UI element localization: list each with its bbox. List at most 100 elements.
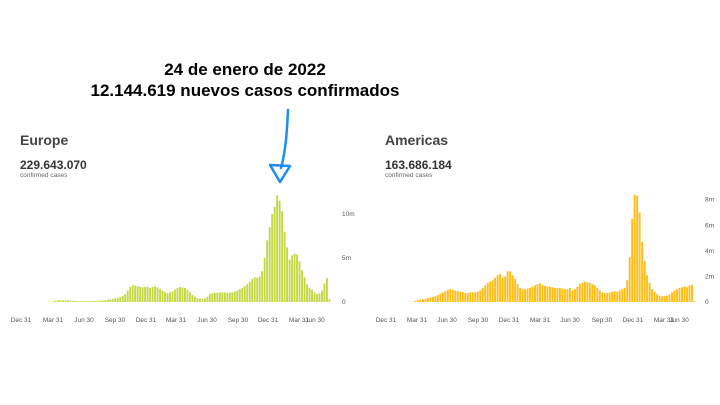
europe-bar [159,288,161,302]
americas-bar [683,286,686,302]
americas-bar [434,296,437,302]
americas-bar [496,275,499,302]
europe-bar [126,290,129,302]
americas-bar [536,284,539,302]
americas-bar [618,290,621,302]
americas-bar [534,285,536,302]
americas-bar [638,212,641,302]
europe-bar [316,294,318,302]
europe-bar [141,287,144,302]
europe-bar [154,286,157,302]
americas-bar [446,289,449,302]
europe-x-tick-label: Mar 31 [289,317,310,324]
americas-bar [526,288,529,302]
americas-bar [691,284,693,302]
americas-x-tick-label: Mar 31 [530,317,551,324]
americas-bar [459,291,462,302]
americas-bar [419,299,422,302]
europe-bar [328,299,331,302]
americas-bar [621,289,624,302]
americas-bar [636,195,639,302]
europe-bar [179,287,181,302]
americas-bar [479,290,482,302]
europe-bar [218,292,221,302]
americas-bar [686,287,688,302]
europe-bar [171,291,174,302]
arrow-icon [268,108,292,184]
europe-x-tick-label: Mar 31 [166,317,187,324]
americas-bar [648,282,651,302]
europe-bar [293,253,296,302]
europe-bar [169,292,171,302]
americas-bar [568,287,571,302]
americas-bar [506,271,509,302]
americas-x-tick-label: Mar 31 [407,317,428,324]
europe-bar [101,300,104,302]
americas-x-tick-label: Dec 31 [623,317,644,324]
americas-bar [676,289,678,302]
americas-bar [546,286,549,302]
americas-title: Americas [385,132,449,148]
europe-bar [151,287,154,302]
americas-bar [519,287,522,302]
europe-bar [71,300,74,302]
europe-subtitle: confirmed cases [20,172,68,179]
americas-bar [588,282,591,302]
americas-bar [494,277,497,302]
americas-bar [549,286,551,302]
americas-bar [608,292,611,302]
europe-bar [281,211,284,302]
americas-bar [491,280,494,302]
americas-bar [593,285,596,302]
americas-bar [578,284,581,302]
europe-bar [59,300,62,302]
americas-bar [656,294,659,302]
europe-bar [104,300,107,302]
europe-bar [283,231,286,302]
americas-bar [466,293,469,302]
americas-bar [416,300,419,302]
americas-bar [598,290,601,302]
europe-bar [206,296,209,302]
europe-x-tick-label: Dec 31 [136,317,157,324]
americas-bar [671,292,673,302]
americas-bar [583,281,586,302]
europe-bar [216,292,219,302]
europe-bar [308,287,311,302]
americas-x-tick-label: Sep 30 [468,317,489,324]
europe-bar [231,292,234,302]
europe-bar [238,289,241,302]
europe-bar [111,298,114,302]
americas-bar [421,299,424,302]
americas-bar [566,289,569,302]
americas-bar [451,289,454,302]
americas-bar [631,218,634,302]
europe-bar [81,301,84,302]
europe-total: 229.643.070 [20,158,87,172]
europe-y-tick-label: 10m [342,211,355,218]
americas-bar [529,287,531,302]
europe-bar [263,258,266,302]
europe-bar [268,227,271,302]
europe-bar [66,300,69,302]
europe-bar [119,297,122,302]
americas-bar [623,287,626,302]
europe-x-tick-label: Jun 30 [305,317,325,324]
europe-bar [211,293,214,302]
americas-bar [454,290,457,302]
europe-bar [56,300,59,302]
americas-bar [456,291,459,302]
europe-bar [301,270,303,302]
americas-bar [596,287,599,302]
europe-bar [213,292,216,302]
americas-bar [576,286,579,302]
americas-bar [504,276,507,302]
europe-bar [193,296,196,302]
europe-bar [164,292,166,302]
americas-x-tick-label: Mar 31 [654,317,675,324]
europe-bar [278,200,281,302]
americas-bar [544,286,546,302]
americas-bar [511,275,514,302]
americas-bar [571,290,574,302]
americas-bar [556,287,559,302]
